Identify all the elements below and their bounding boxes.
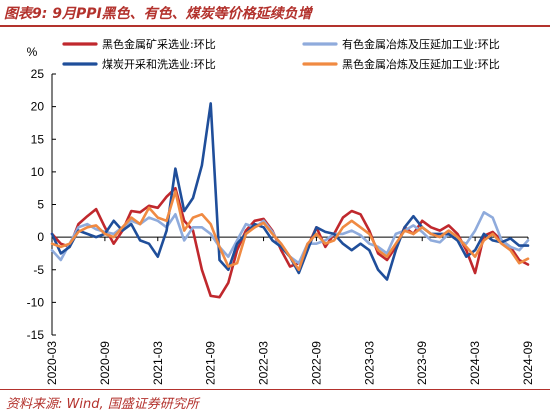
x-tick-label: 2023-09 [415, 341, 429, 385]
x-tick-label: 2024-03 [468, 341, 482, 385]
x-tick-label: 2022-03 [257, 341, 271, 385]
chart-axes: % -15 -10 -5 0 5 10 15 20 25 2020-03 2020-09 2021-03… [27, 45, 535, 385]
y-tick-label: 20 [31, 100, 45, 114]
x-tick-label: 2024-09 [521, 341, 535, 385]
figure-title: 图表9: 9月PPI黑色、有色、煤炭等价格延续负增 [4, 6, 312, 22]
legend-label: 煤炭开采和洗选业:环比 [102, 58, 216, 71]
source-note: 资料来源: Wind, 国盛证券研究所 [6, 397, 199, 412]
chart-series [50, 102, 530, 299]
y-tick-label: -10 [27, 295, 45, 309]
series-line-3 [50, 102, 530, 281]
y-tick-label: 0 [37, 230, 44, 244]
x-tick-label: 2021-03 [151, 341, 165, 385]
y-tick-label: 25 [31, 67, 45, 81]
line-chart: % -15 -10 -5 0 5 10 15 20 25 2020-03 2020-09 2021-03… [27, 37, 535, 385]
x-tick-label: 2022-09 [309, 341, 323, 385]
footer-divider [0, 389, 550, 390]
series-line-4 [50, 190, 530, 272]
y-tick-label: 5 [37, 198, 44, 212]
legend-label: 黑色金属矿采选业:环比 [102, 37, 216, 51]
x-tick-label: 2023-03 [362, 341, 376, 385]
title-divider [0, 25, 550, 27]
y-tick-label: 15 [31, 132, 45, 146]
y-axis-unit: % [27, 45, 38, 59]
legend-label: 有色金属冶炼及压延加工业:环比 [342, 37, 500, 51]
y-tick-label: -5 [33, 263, 44, 277]
legend-label: 黑色金属冶炼及压延加工业:环比 [342, 57, 500, 71]
x-tick-label: 2020-09 [98, 341, 112, 385]
x-tick-label: 2021-09 [204, 341, 218, 385]
x-tick-label: 2020-03 [45, 341, 59, 385]
y-tick-label: 10 [31, 165, 45, 179]
series-line-1 [50, 186, 530, 299]
y-tick-label: -15 [27, 328, 45, 342]
